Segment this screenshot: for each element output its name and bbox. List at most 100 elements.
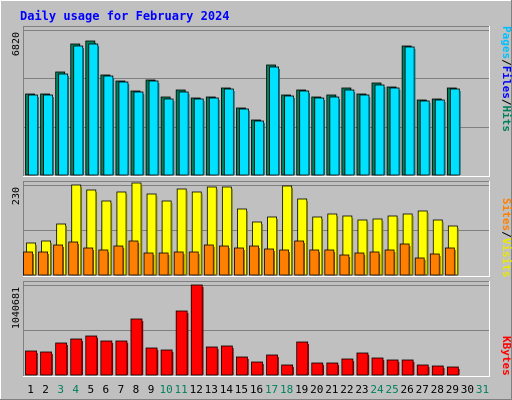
legend-hits: Hits	[500, 106, 512, 133]
bar-pages	[43, 94, 53, 176]
bar-pages	[389, 87, 400, 176]
x-axis-labels: 1 2 3 4 5 6 7 8 9 10 11 12 13 14 15 16 17 18 19 20 21 22 23 24 2…	[27, 383, 489, 396]
bar-sites	[83, 247, 94, 276]
x-tick-label: 22	[340, 383, 353, 396]
x-tick-label: 28	[431, 383, 444, 396]
bar-sites	[249, 245, 259, 276]
x-tick-label: 12	[190, 383, 203, 396]
bar-kbytes	[40, 351, 52, 376]
x-tick-label: 15	[235, 383, 248, 396]
bar-kbytes	[311, 362, 324, 376]
bar-pages	[434, 99, 445, 176]
bar-kbytes	[371, 357, 384, 376]
bar-kbytes	[70, 338, 83, 376]
bar-kbytes	[356, 352, 369, 376]
x-tick-label: 1	[27, 383, 34, 396]
svg-text:Pages/Files/Hits: Pages/Files/Hits	[500, 26, 512, 132]
bar-pages	[223, 88, 234, 176]
bar-sites	[309, 249, 320, 276]
bar-sites	[354, 252, 365, 276]
x-tick-label: 2	[42, 383, 49, 396]
bar-sites	[188, 251, 199, 276]
bar-sites	[218, 245, 229, 276]
x-tick-label: 29	[446, 383, 459, 396]
bar-sites	[369, 251, 380, 276]
bar-kbytes	[190, 284, 203, 376]
bar-sites	[384, 249, 395, 276]
bar-kbytes	[251, 361, 263, 376]
y-max-label: 230	[11, 187, 22, 205]
bar-pages	[329, 96, 340, 176]
legend-panel-2: Sites/Visits	[500, 198, 512, 278]
bar-sites	[429, 253, 440, 276]
bar-pages	[314, 97, 325, 176]
x-tick-label: 24	[370, 383, 384, 396]
x-tick-label: 5	[87, 383, 94, 396]
bar-pages	[193, 98, 204, 176]
x-tick-label: 25	[385, 383, 398, 396]
bar-pages	[359, 94, 370, 176]
x-tick-label: 11	[175, 383, 188, 396]
x-tick-label: 30	[461, 383, 474, 396]
x-tick-label: 13	[205, 383, 218, 396]
bar-sites	[113, 245, 124, 276]
bar-sites	[158, 252, 169, 276]
legend-files: Files	[500, 66, 512, 99]
bar-sites	[143, 252, 154, 276]
bar-pages	[344, 89, 355, 176]
chart-panels: 6820 230 1040681	[11, 26, 490, 377]
x-tick-label: 16	[250, 383, 263, 396]
bar-pages	[299, 90, 310, 176]
x-tick-label: 31	[476, 383, 489, 396]
bar-pages	[88, 43, 99, 176]
panel-visits: 230	[11, 181, 490, 277]
x-tick-label: 9	[148, 383, 155, 396]
bar-kbytes	[401, 359, 414, 376]
chart-title: Daily usage for February 2024	[20, 9, 230, 23]
bar-kbytes	[100, 340, 113, 376]
bar-sites	[98, 249, 109, 276]
bar-kbytes	[236, 356, 248, 376]
bar-sites	[339, 254, 350, 276]
legend-panel-1: Pages/Files/Hits	[500, 26, 512, 132]
bar-pages	[73, 45, 84, 176]
x-tick-label: 19	[295, 383, 308, 396]
x-tick-label: 6	[103, 383, 110, 396]
bar-kbytes	[326, 362, 339, 376]
x-tick-label: 20	[310, 383, 323, 396]
bar-pages	[254, 120, 264, 176]
bar-kbytes	[341, 358, 354, 376]
bar-sites	[68, 241, 79, 276]
legend-panel-3: KBytes	[500, 336, 512, 376]
panel-kbytes: 1040681	[11, 281, 490, 377]
bar-pages	[284, 95, 295, 176]
bar-kbytes	[85, 335, 98, 376]
x-tick-label: 18	[280, 383, 293, 396]
bar-sites	[294, 240, 305, 276]
bar-pages	[404, 46, 415, 176]
x-tick-label: 8	[133, 383, 140, 396]
bar-pages	[118, 81, 129, 176]
bar-pages	[449, 88, 460, 176]
panel-hits: 6820	[11, 26, 490, 177]
bar-sites	[38, 251, 48, 276]
bar-kbytes	[205, 346, 218, 376]
x-tick-label: 27	[416, 383, 429, 396]
svg-text:KBytes: KBytes	[500, 336, 512, 376]
x-tick-label: 10	[159, 383, 172, 396]
bar-kbytes	[25, 350, 37, 376]
x-tick-label: 26	[401, 383, 414, 396]
x-tick-label: 4	[72, 383, 79, 396]
x-tick-label: 23	[355, 383, 368, 396]
bar-pages	[178, 91, 189, 176]
legend-visits: Visits	[500, 238, 512, 278]
bar-sites	[173, 251, 184, 276]
bar-sites	[414, 257, 425, 276]
legend-kbytes: KBytes	[500, 336, 512, 376]
bar-kbytes	[296, 341, 309, 376]
bar-kbytes	[130, 318, 143, 376]
bar-pages	[208, 97, 219, 176]
bar-kbytes	[220, 345, 233, 376]
bar-kbytes	[115, 340, 128, 376]
